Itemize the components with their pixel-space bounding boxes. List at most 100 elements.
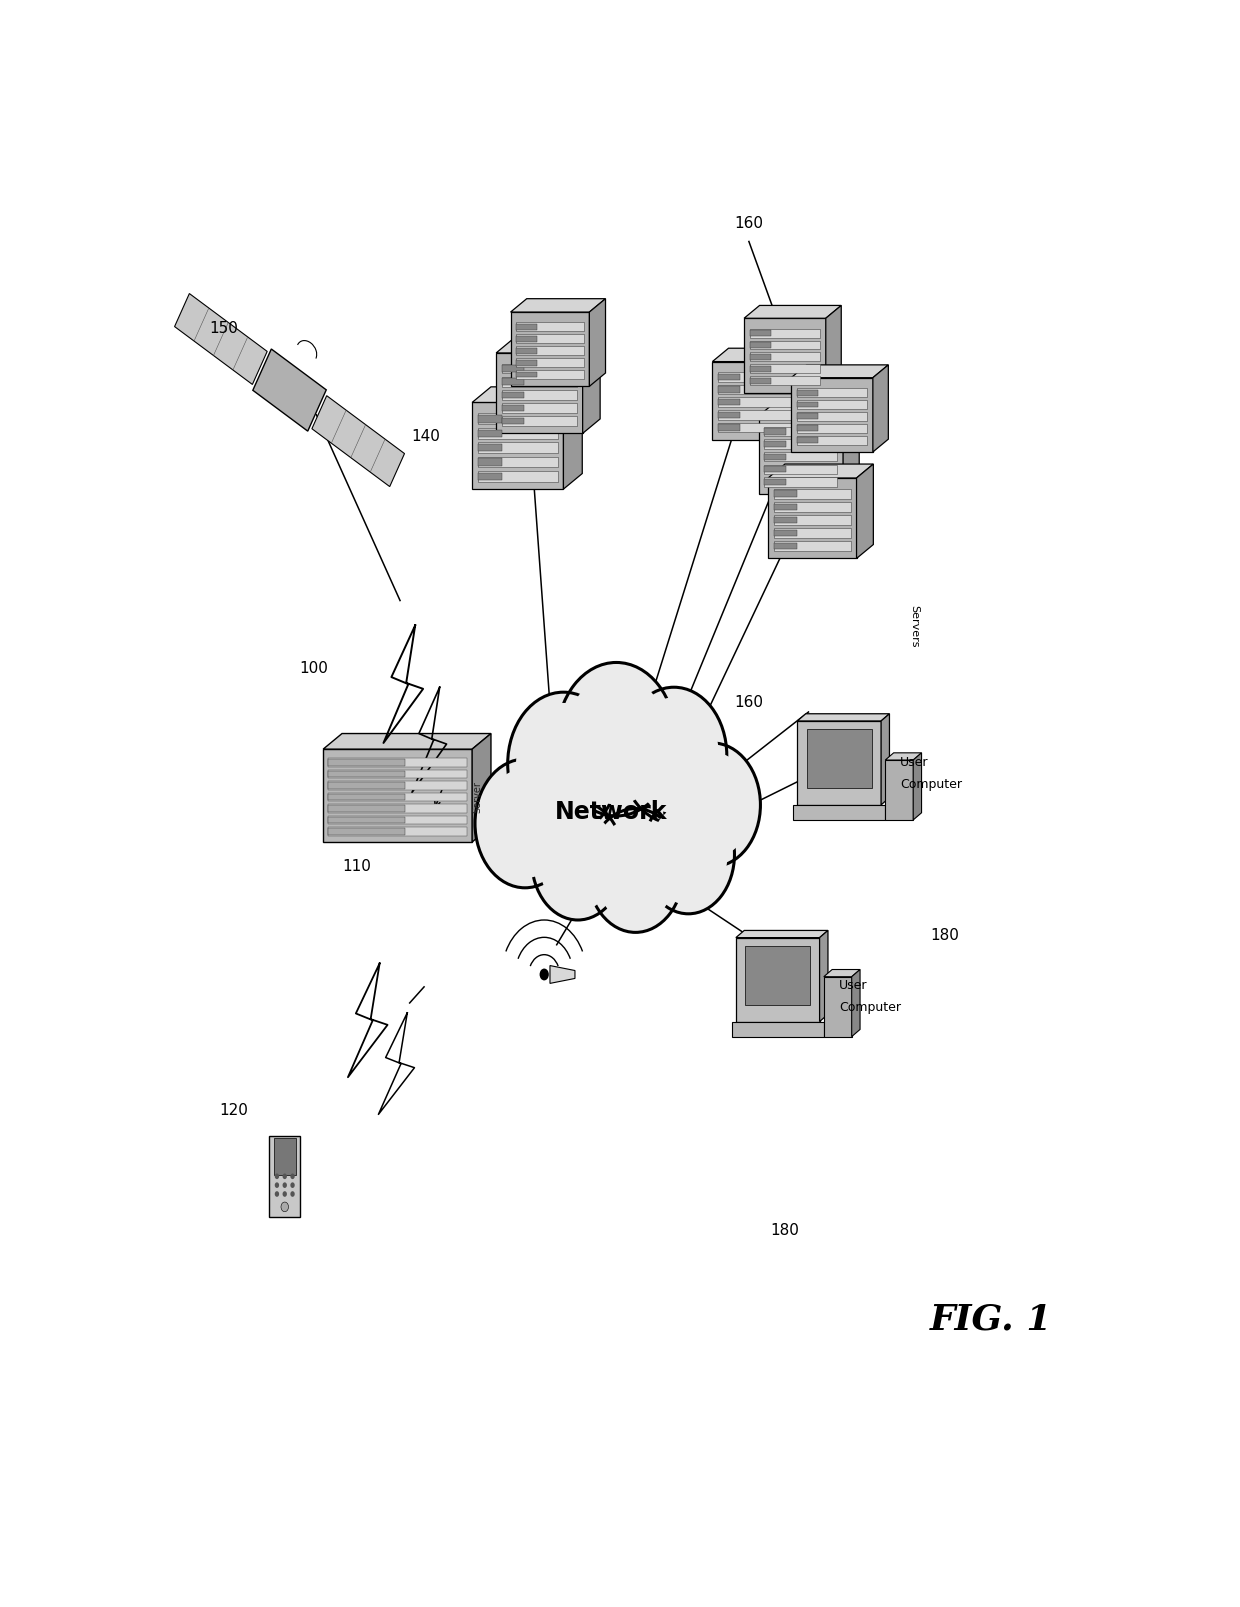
Polygon shape	[744, 307, 841, 320]
Polygon shape	[551, 966, 575, 983]
Polygon shape	[718, 400, 740, 407]
Circle shape	[565, 675, 667, 805]
Polygon shape	[732, 1022, 823, 1037]
Circle shape	[475, 760, 575, 889]
Circle shape	[482, 770, 568, 879]
Circle shape	[557, 664, 676, 816]
Polygon shape	[516, 323, 584, 333]
Circle shape	[672, 752, 753, 858]
Polygon shape	[764, 442, 786, 448]
Circle shape	[621, 688, 727, 824]
Text: 110: 110	[342, 858, 371, 874]
Text: Servers: Servers	[909, 604, 919, 648]
Polygon shape	[750, 366, 771, 373]
Polygon shape	[502, 379, 525, 386]
Polygon shape	[269, 1136, 300, 1216]
Polygon shape	[477, 444, 558, 453]
Polygon shape	[735, 938, 820, 1022]
Polygon shape	[327, 818, 404, 824]
Polygon shape	[502, 403, 577, 413]
Polygon shape	[516, 347, 584, 355]
Polygon shape	[516, 371, 584, 379]
Circle shape	[539, 969, 549, 980]
Polygon shape	[516, 358, 584, 368]
Polygon shape	[820, 930, 828, 1022]
Circle shape	[532, 802, 624, 921]
Polygon shape	[718, 386, 791, 395]
Circle shape	[283, 1173, 286, 1180]
Circle shape	[588, 808, 683, 932]
Polygon shape	[774, 543, 797, 550]
Polygon shape	[797, 391, 818, 397]
Polygon shape	[516, 373, 537, 378]
Polygon shape	[764, 455, 786, 461]
Polygon shape	[774, 530, 797, 537]
Polygon shape	[327, 794, 404, 800]
Polygon shape	[327, 760, 404, 767]
Polygon shape	[885, 754, 921, 760]
Circle shape	[665, 744, 760, 868]
Polygon shape	[774, 529, 851, 538]
Polygon shape	[750, 365, 820, 374]
Polygon shape	[797, 437, 818, 444]
Polygon shape	[750, 342, 771, 349]
Polygon shape	[502, 366, 525, 373]
Text: 120: 120	[219, 1102, 248, 1118]
Polygon shape	[774, 516, 851, 525]
Polygon shape	[764, 477, 837, 487]
Circle shape	[283, 1191, 286, 1197]
Circle shape	[275, 1173, 279, 1180]
Circle shape	[642, 795, 734, 914]
Polygon shape	[327, 781, 467, 791]
Polygon shape	[712, 349, 813, 362]
Polygon shape	[477, 474, 502, 480]
Polygon shape	[764, 427, 837, 437]
Text: User: User	[839, 979, 868, 992]
Polygon shape	[744, 320, 826, 394]
Text: FIG. 1: FIG. 1	[930, 1302, 1053, 1335]
Polygon shape	[913, 754, 921, 821]
Polygon shape	[327, 771, 404, 778]
Polygon shape	[718, 373, 791, 382]
Text: 140: 140	[412, 429, 440, 444]
Circle shape	[629, 697, 719, 813]
Polygon shape	[797, 400, 867, 410]
Polygon shape	[718, 423, 791, 432]
Polygon shape	[477, 415, 558, 424]
Circle shape	[507, 693, 619, 836]
Circle shape	[281, 1202, 289, 1212]
Polygon shape	[496, 339, 600, 354]
Polygon shape	[826, 307, 841, 394]
Polygon shape	[797, 413, 867, 421]
Polygon shape	[750, 378, 820, 386]
Polygon shape	[253, 350, 326, 432]
Polygon shape	[589, 299, 605, 387]
Polygon shape	[516, 337, 537, 342]
Circle shape	[538, 810, 618, 911]
Polygon shape	[477, 460, 502, 466]
Polygon shape	[797, 389, 867, 399]
Polygon shape	[750, 341, 820, 350]
Polygon shape	[823, 971, 861, 977]
Text: Computer: Computer	[839, 1001, 901, 1014]
Polygon shape	[718, 387, 740, 394]
Polygon shape	[472, 734, 491, 842]
Polygon shape	[511, 313, 589, 387]
Polygon shape	[502, 391, 577, 400]
Polygon shape	[477, 458, 558, 468]
Polygon shape	[750, 331, 771, 337]
Polygon shape	[797, 402, 818, 408]
Polygon shape	[327, 783, 404, 789]
Polygon shape	[774, 492, 797, 498]
Circle shape	[283, 1183, 286, 1188]
Polygon shape	[516, 336, 584, 344]
Circle shape	[595, 818, 676, 924]
Polygon shape	[885, 760, 913, 821]
Polygon shape	[583, 339, 600, 434]
Polygon shape	[327, 805, 467, 813]
Circle shape	[290, 1183, 295, 1188]
Polygon shape	[472, 403, 563, 490]
Polygon shape	[774, 542, 851, 551]
Polygon shape	[502, 392, 525, 399]
Text: 100: 100	[299, 660, 329, 677]
